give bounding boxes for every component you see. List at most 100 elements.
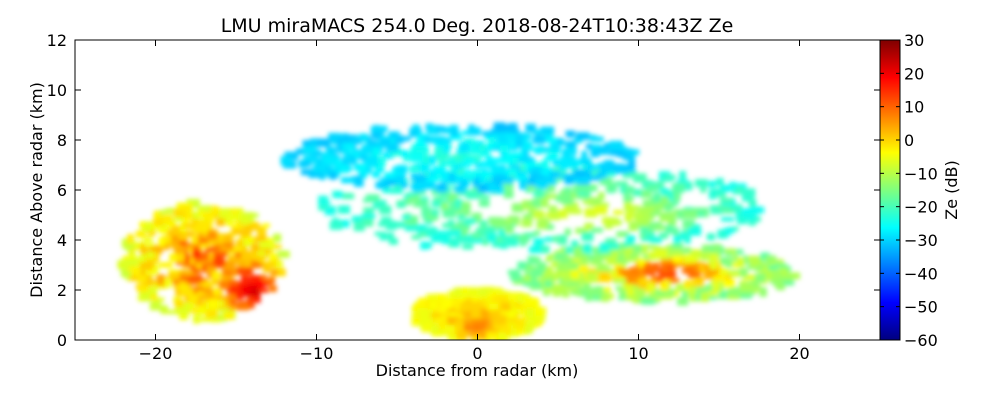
reflectivity-cell [592,293,599,300]
reflectivity-cell [250,250,258,261]
reflectivity-cell [392,170,400,175]
reflectivity-cell [394,175,406,185]
reflectivity-cell [507,215,520,223]
reflectivity-cell [523,262,532,268]
reflectivity-cell [230,209,238,214]
reflectivity-cell [240,285,251,293]
reflectivity-cell [313,164,327,173]
reflectivity-cell [224,294,238,301]
reflectivity-cell [682,219,695,229]
reflectivity-cell [431,136,446,144]
reflectivity-cell [430,312,443,318]
reflectivity-cell [509,168,518,176]
reflectivity-cell [271,260,283,268]
reflectivity-cell [556,262,567,271]
reflectivity-cell [603,159,615,166]
reflectivity-cell [152,251,160,258]
reflectivity-cell [470,144,477,151]
reflectivity-cell [377,125,388,132]
reflectivity-cell [573,169,585,179]
reflectivity-cell [487,292,496,297]
reflectivity-cell [416,144,428,151]
reflectivity-cell [609,147,620,156]
reflectivity-cell [533,188,541,198]
reflectivity-cell [148,286,157,295]
reflectivity-cell [220,245,232,252]
reflectivity-cell [661,288,675,297]
reflectivity-cell [719,257,732,265]
colorbar-tick-label: 20 [904,64,924,83]
reflectivity-cell [708,180,717,188]
reflectivity-cell [338,205,351,214]
reflectivity-cell [731,249,744,255]
reflectivity-cell [145,254,160,263]
colorbar-tick-label: −30 [904,231,938,250]
reflectivity-cell [358,163,367,172]
reflectivity-cell [180,205,192,212]
reflectivity-cell [517,261,527,270]
reflectivity-cell [426,293,438,302]
reflectivity-cell [682,286,690,294]
x-tick-label: 0 [472,344,482,363]
reflectivity-cell [590,147,599,156]
reflectivity-cell [463,169,470,176]
reflectivity-cell [456,330,468,340]
reflectivity-cell [527,177,540,186]
reflectivity-cell [661,211,676,218]
reflectivity-cell [510,326,524,336]
reflectivity-cell [516,295,524,301]
reflectivity-cell [484,302,493,313]
reflectivity-cell [548,178,556,186]
reflectivity-cell [581,150,588,160]
reflectivity-cell [246,290,260,297]
reflectivity-cell [175,306,190,315]
reflectivity-cell [202,211,216,219]
reflectivity-cell [239,250,251,261]
reflectivity-cell [463,173,477,179]
reflectivity-cell [137,274,147,283]
reflectivity-cell [256,226,267,236]
reflectivity-cell [242,216,250,225]
reflectivity-cell [583,170,592,178]
reflectivity-cell [333,159,341,165]
reflectivity-cell [142,236,153,242]
reflectivity-cell [638,278,648,285]
reflectivity-cell [502,182,514,189]
reflectivity-cell [332,190,343,199]
reflectivity-cell [169,253,182,262]
reflectivity-cell [250,243,263,251]
reflectivity-cell [532,198,541,207]
reflectivity-cell [141,278,155,286]
reflectivity-cell [427,176,440,182]
reflectivity-cell [646,282,655,291]
reflectivity-cell [176,252,185,260]
reflectivity-cell [495,177,503,187]
reflectivity-cell [575,227,589,234]
reflectivity-cell [463,138,476,145]
reflectivity-cell [453,297,461,304]
reflectivity-cell [269,252,277,261]
reflectivity-cell [390,147,402,157]
reflectivity-cell [584,207,598,218]
reflectivity-cell [480,171,491,178]
reflectivity-cell [632,253,640,262]
reflectivity-cell [273,233,282,242]
reflectivity-cell [425,226,438,237]
reflectivity-cell [646,184,659,192]
reflectivity-cell [725,258,732,268]
reflectivity-cell [223,242,234,247]
reflectivity-cell [163,309,176,315]
reflectivity-cell [312,149,322,157]
reflectivity-cell [240,230,251,238]
reflectivity-cell [544,283,554,293]
reflectivity-cell [485,155,492,164]
reflectivity-cell [144,242,155,248]
reflectivity-cell [701,264,714,270]
reflectivity-cell [583,282,591,293]
colorbar-ticks: −60 −50 −40 −30 −20 −10 0 10 20 30 [880,31,938,350]
reflectivity-cell [372,171,381,178]
reflectivity-cell [401,136,411,142]
reflectivity-cell [749,280,760,290]
reflectivity-cell [601,293,610,302]
reflectivity-cell [639,274,646,282]
